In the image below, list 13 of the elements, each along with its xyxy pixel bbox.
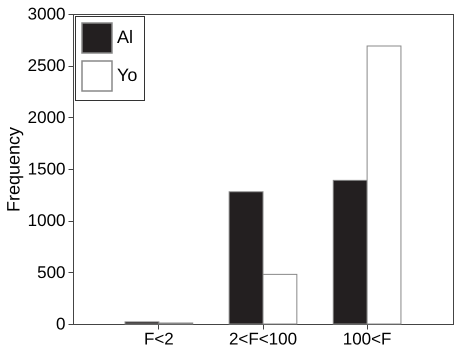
legend-label: Al	[117, 27, 134, 47]
y-tick-label: 500	[37, 262, 66, 282]
y-tick-label: 3000	[28, 4, 66, 24]
x-tick-label: 100<F	[342, 330, 392, 348]
y-tick-label: 0	[56, 314, 66, 334]
legend-label: Yo	[117, 65, 138, 85]
y-tick-label: 1000	[28, 211, 66, 230]
y-tick-label: 2000	[28, 108, 66, 127]
y-tick-label: 1500	[28, 160, 66, 178]
y-tick-label: 2500	[28, 56, 66, 76]
x-tick-label: F<2	[144, 330, 174, 348]
x-tick-label: 2<F<100	[228, 330, 298, 348]
y-axis-title: Frequency	[4, 126, 24, 212]
